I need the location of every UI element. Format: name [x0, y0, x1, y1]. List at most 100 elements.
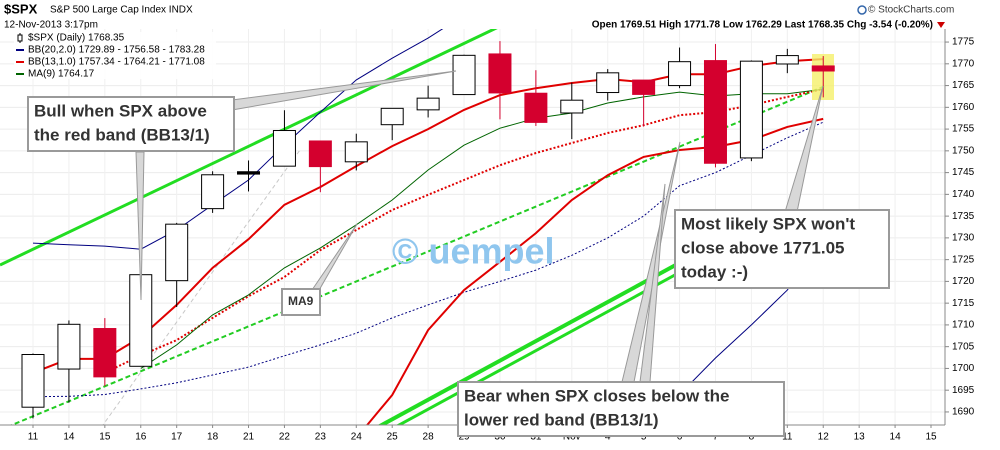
y-tick-label: 1775 — [952, 37, 975, 48]
y-tick-label: 1755 — [952, 124, 975, 135]
annotation-text: the red band (BB13/1) — [34, 125, 210, 144]
x-tick-label: 31 — [530, 432, 542, 443]
legend-label: BB(13,1.0) 1757.34 - 1764.21 - 1771.08 — [28, 57, 205, 68]
y-tick-label: 1725 — [952, 254, 975, 265]
y-tick-label: 1770 — [952, 58, 975, 69]
legend-label: BB(20,2.0) 1729.89 - 1756.58 - 1783.28 — [28, 45, 205, 56]
x-tick-label: 21 — [243, 432, 255, 443]
candle-body — [452, 54, 476, 96]
candle-body — [344, 141, 368, 163]
candle-body — [272, 130, 296, 167]
y-tick-label: 1745 — [952, 167, 975, 178]
trendline — [102, 149, 301, 425]
y-tick-label: 1730 — [952, 233, 975, 244]
candle-body — [775, 55, 799, 65]
quote: Open 1769.51 High 1771.78 Low 1762.29 La… — [592, 20, 933, 31]
candle-body — [596, 72, 620, 94]
x-tick-label: 17 — [171, 432, 183, 443]
trendline — [9, 85, 826, 425]
change-arrow — [937, 22, 945, 28]
candle-body — [165, 223, 189, 282]
annotation-text: today :-) — [681, 262, 748, 281]
candle-body — [57, 323, 81, 370]
candle-body — [308, 140, 332, 168]
candle-body — [668, 61, 692, 87]
y-tick-label: 1710 — [952, 320, 975, 331]
axes: 1690169517001705171017151720172517301735… — [0, 29, 975, 443]
annotation-text: Bull when SPX above — [34, 101, 207, 120]
symbol: $SPX — [4, 1, 38, 16]
pointers — [135, 70, 824, 383]
candle-body — [703, 60, 727, 164]
candle-body — [524, 92, 548, 123]
annotations: Bull when SPX above the red band (BB13/1)… — [27, 96, 890, 437]
x-tick-label: 7 — [713, 432, 719, 443]
x-tick-label: 11 — [782, 432, 793, 443]
candle-body — [21, 354, 45, 408]
y-tick-label: 1740 — [952, 189, 975, 200]
x-tick-label: 14 — [890, 432, 902, 443]
y-tick-label: 1705 — [952, 341, 975, 352]
annotation-text: Bear when SPX closes below the — [464, 386, 729, 405]
overlay-line — [32, 58, 824, 374]
x-tick-label: 14 — [63, 432, 75, 443]
candle-body — [488, 53, 512, 94]
description: S&P 500 Large Cap Index INDX — [50, 5, 193, 16]
annotation-text: close above 1771.05 — [681, 238, 845, 257]
candles — [21, 41, 835, 419]
candle-body — [416, 97, 440, 111]
candle-body — [201, 174, 225, 210]
candle-body — [560, 99, 584, 114]
candle-body — [632, 79, 656, 95]
y-tick-label: 1700 — [952, 363, 975, 374]
annotation-text: MA9 — [288, 294, 314, 308]
y-tick-label: 1750 — [952, 145, 975, 156]
x-tick-label: 24 — [351, 432, 363, 443]
y-tick-label: 1765 — [952, 80, 975, 91]
date: 12-Nov-2013 3:17pm — [4, 20, 98, 31]
annotation-text: lower red band (BB13/1) — [464, 410, 659, 429]
source: © StockCharts.com — [868, 5, 954, 16]
x-tick-label: 23 — [315, 432, 327, 443]
annotation-box — [281, 288, 321, 316]
candle-body — [93, 328, 117, 378]
overlay-line — [104, 88, 824, 374]
x-tick-label: Nov — [563, 432, 581, 443]
x-tick-label: 12 — [818, 432, 830, 443]
x-tick-label: 5 — [641, 432, 647, 443]
x-tick-label: 16 — [135, 432, 147, 443]
annotation-box — [27, 96, 235, 152]
x-tick-label: 22 — [279, 432, 291, 443]
y-tick-label: 1715 — [952, 298, 975, 309]
legend-label: $SPX (Daily) 1768.35 — [28, 33, 125, 44]
candle-body — [739, 60, 763, 159]
x-tick-label: 18 — [207, 432, 219, 443]
y-tick-label: 1760 — [952, 102, 975, 113]
y-tick-label: 1690 — [952, 407, 975, 418]
y-tick-label: 1735 — [952, 211, 975, 222]
x-tick-label: 29 — [458, 432, 470, 443]
x-tick-label: 4 — [605, 432, 611, 443]
x-tick-label: 28 — [423, 432, 435, 443]
header: $SPX S&P 500 Large Cap Index INDX © Stoc… — [4, 1, 954, 30]
x-tick-label: 11 — [28, 432, 39, 443]
annotation-box — [457, 381, 785, 437]
legend-swatch — [17, 34, 23, 42]
candle-body — [380, 107, 404, 126]
annotation-text: Most likely SPX won't — [681, 214, 855, 233]
overlay-line — [32, 121, 824, 398]
x-tick-label: 25 — [387, 432, 399, 443]
y-tick-label: 1720 — [952, 276, 975, 287]
x-tick-label: 8 — [749, 432, 755, 443]
annotation-box — [674, 209, 890, 289]
x-tick-label: 30 — [494, 432, 506, 443]
x-tick-label: 15 — [99, 432, 111, 443]
x-tick-label: 6 — [677, 432, 683, 443]
x-tick-label: 13 — [854, 432, 866, 443]
legend-box — [14, 32, 216, 79]
logo — [857, 5, 867, 15]
x-tick-label: 15 — [925, 432, 937, 443]
